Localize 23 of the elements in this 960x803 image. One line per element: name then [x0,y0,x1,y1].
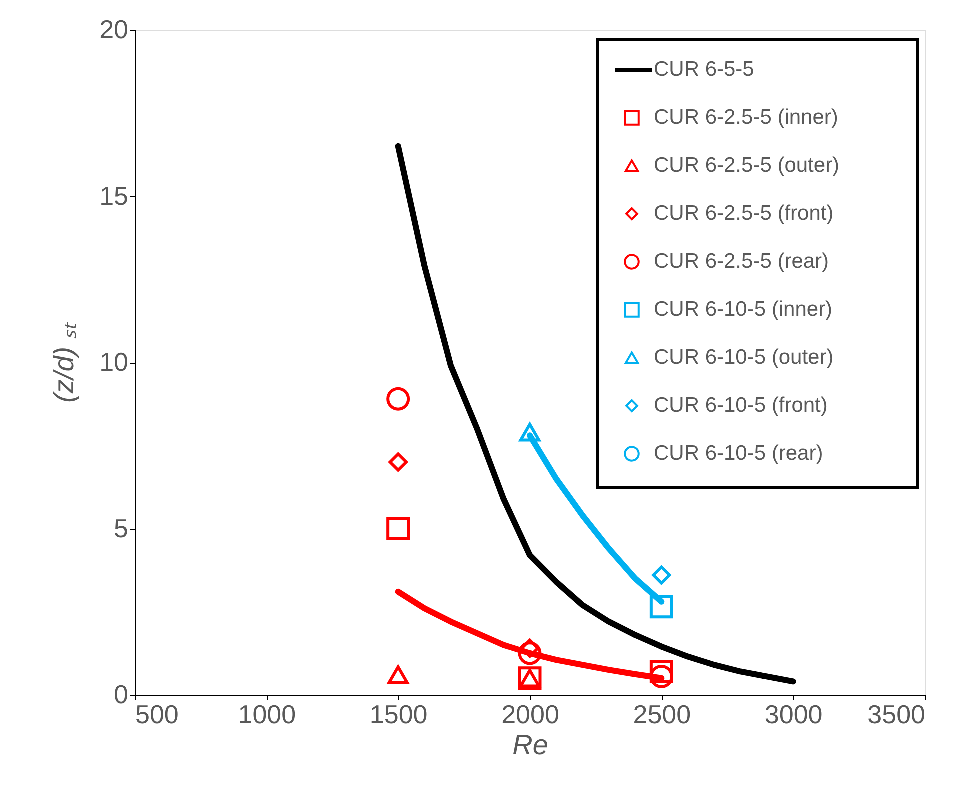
x-tick-label: 3000 [764,700,823,730]
y-tick-label: 20 [100,14,128,44]
legend-label: CUR 6-10-5 (rear) [654,442,824,465]
y-axis-title: (z/d) ₛₜ [48,322,80,403]
x-axis-title: Re [512,730,548,760]
x-tick-label: 3500 [868,700,926,730]
x-tick-label: 1500 [370,700,428,730]
x-tick-label: 2500 [633,700,692,730]
legend-label: CUR 6-2.5-5 (front) [654,202,834,225]
y-tick-label: 15 [100,180,128,211]
legend-label: CUR 6-2.5-5 (inner) [654,106,838,129]
legend-label: CUR 6-10-5 (outer) [654,346,834,369]
x-tick-label: 1000 [238,700,296,730]
legend-label: CUR 6-10-5 (front) [654,394,828,417]
legend-label: CUR 6-2.5-5 (outer) [654,154,840,177]
y-tick-label: 0 [114,680,128,710]
x-tick-label: 2000 [502,700,560,730]
x-tick-label: 500 [136,700,179,730]
legend-label: CUR 6-2.5-5 (rear) [654,250,830,273]
legend-label: CUR 6-5-5 [654,58,754,81]
y-tick-label: 10 [100,347,128,377]
legend-label: CUR 6-10-5 (inner) [654,298,833,321]
y-tick-label: 5 [114,513,128,544]
